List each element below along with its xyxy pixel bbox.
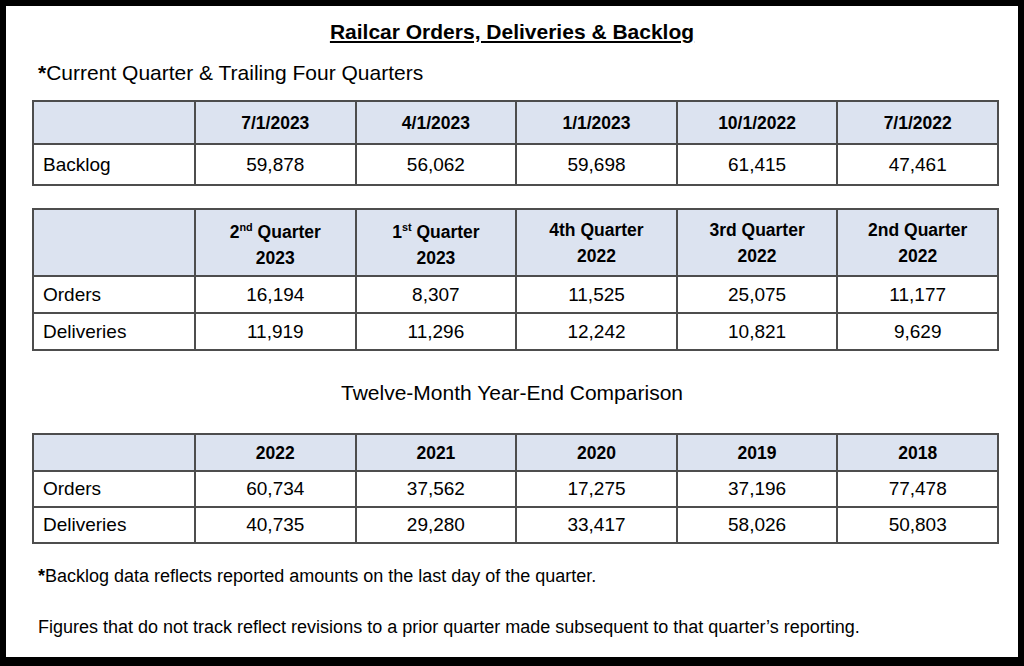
footnote-backlog: *Backlog data reflects reported amounts …: [38, 565, 996, 587]
column-header: 1st Quarter2023: [356, 209, 517, 276]
column-header: 7/1/2022: [837, 101, 998, 144]
data-cell: 8,307: [356, 276, 517, 313]
data-cell: 11,296: [356, 313, 517, 350]
subtitle-text: Current Quarter & Trailing Four Quarters: [46, 61, 423, 84]
footnote-revisions: Figures that do not track reflect revisi…: [38, 616, 996, 638]
subtitle-asterisk: *: [38, 61, 46, 84]
header-row: 2nd Quarter20231st Quarter20234th Quarte…: [33, 209, 998, 276]
data-cell: 29,280: [356, 507, 517, 543]
data-cell: 11,525: [516, 276, 677, 313]
footnote-asterisk: *: [38, 566, 45, 586]
data-cell: 50,803: [837, 507, 998, 543]
row-label: Deliveries: [33, 507, 195, 543]
data-cell: 56,062: [356, 144, 517, 185]
data-cell: 12,242: [516, 313, 677, 350]
column-header: 7/1/2023: [195, 101, 356, 144]
data-cell: 59,698: [516, 144, 677, 185]
header-row: 7/1/20234/1/20231/1/202310/1/20227/1/202…: [33, 101, 998, 144]
column-header: 10/1/2022: [677, 101, 838, 144]
table-row: Deliveries40,73529,28033,41758,02650,803: [33, 507, 998, 543]
data-cell: 25,075: [677, 276, 838, 313]
column-header: 2020: [516, 434, 677, 471]
table-row: Orders60,73437,56217,27537,19677,478: [33, 471, 998, 507]
data-cell: 37,196: [677, 471, 838, 507]
data-cell: 77,478: [837, 471, 998, 507]
yearend-comparison-table: 20222021202020192018Orders60,73437,56217…: [32, 433, 999, 544]
data-cell: 40,735: [195, 507, 356, 543]
corner-cell: [33, 434, 195, 471]
column-header: 2018: [837, 434, 998, 471]
data-cell: 11,919: [195, 313, 356, 350]
data-cell: 10,821: [677, 313, 838, 350]
document-page: Railcar Orders, Deliveries & Backlog *Cu…: [0, 0, 1024, 666]
column-header: 4th Quarter2022: [516, 209, 677, 276]
table-row: Deliveries11,91911,29612,24210,8219,629: [33, 313, 998, 350]
data-cell: 58,026: [677, 507, 838, 543]
data-cell: 17,275: [516, 471, 677, 507]
data-cell: 47,461: [837, 144, 998, 185]
data-cell: 9,629: [837, 313, 998, 350]
row-label: Orders: [33, 471, 195, 507]
row-label: Orders: [33, 276, 195, 313]
footnote-backlog-text: Backlog data reflects reported amounts o…: [45, 566, 596, 586]
data-cell: 61,415: [677, 144, 838, 185]
table-row: Orders16,1948,30711,52525,07511,177: [33, 276, 998, 313]
column-header: 1/1/2023: [516, 101, 677, 144]
corner-cell: [33, 209, 195, 276]
corner-cell: [33, 101, 195, 144]
row-label: Deliveries: [33, 313, 195, 350]
column-header: 4/1/2023: [356, 101, 517, 144]
column-header: 2022: [195, 434, 356, 471]
subtitle: *Current Quarter & Trailing Four Quarter…: [38, 60, 996, 85]
data-cell: 16,194: [195, 276, 356, 313]
data-cell: 37,562: [356, 471, 517, 507]
column-header: 2019: [677, 434, 838, 471]
table-row: Backlog59,87856,06259,69861,41547,461: [33, 144, 998, 185]
data-cell: 59,878: [195, 144, 356, 185]
column-header: 2nd Quarter2023: [195, 209, 356, 276]
row-label: Backlog: [33, 144, 195, 185]
column-header: 3rd Quarter2022: [677, 209, 838, 276]
column-header: 2nd Quarter2022: [837, 209, 998, 276]
page-title: Railcar Orders, Deliveries & Backlog: [28, 20, 996, 44]
data-cell: 33,417: [516, 507, 677, 543]
section-heading: Twelve-Month Year-End Comparison: [28, 381, 996, 405]
data-cell: 60,734: [195, 471, 356, 507]
quarterly-orders-deliveries-table: 2nd Quarter20231st Quarter20234th Quarte…: [32, 208, 999, 351]
backlog-table: 7/1/20234/1/20231/1/202310/1/20227/1/202…: [32, 100, 999, 186]
column-header: 2021: [356, 434, 517, 471]
header-row: 20222021202020192018: [33, 434, 998, 471]
data-cell: 11,177: [837, 276, 998, 313]
